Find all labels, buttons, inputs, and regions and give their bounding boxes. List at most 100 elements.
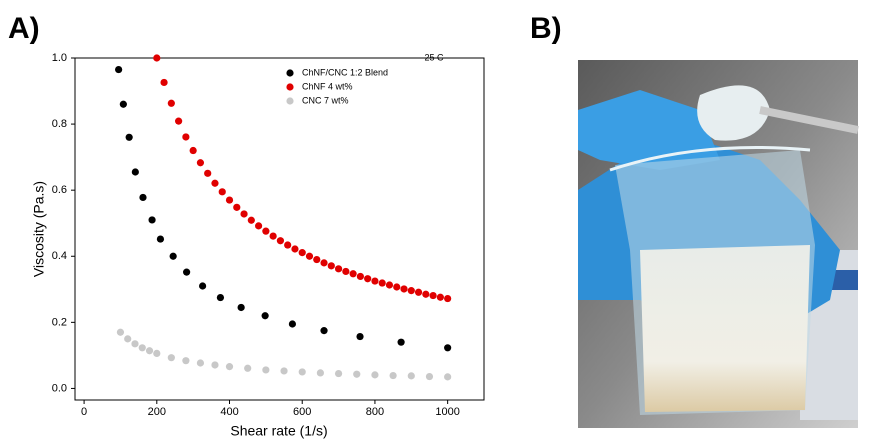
x-tick-label: 400 [220, 406, 238, 418]
data-point [429, 291, 437, 300]
annotation: 25 C [424, 52, 444, 62]
y-tick-label: 0.2 [52, 316, 67, 328]
data-point [199, 282, 207, 290]
data-point [189, 146, 197, 155]
data-point [175, 117, 183, 125]
data-point [291, 245, 299, 253]
data-point [425, 372, 434, 381]
data-point [284, 241, 292, 249]
x-tick-label: 600 [293, 406, 311, 418]
data-point [160, 78, 168, 87]
data-point [298, 368, 306, 376]
data-point [119, 100, 127, 108]
data-point [167, 354, 175, 362]
data-point [349, 270, 357, 278]
data-point [280, 367, 288, 375]
data-point [218, 188, 226, 196]
data-point [216, 293, 225, 302]
x-tick-label: 0 [81, 406, 87, 418]
data-point [244, 364, 252, 372]
data-point [356, 332, 364, 341]
data-point [298, 249, 306, 257]
data-point [254, 222, 263, 230]
data-point [353, 370, 361, 378]
y-tick-label: 0.4 [52, 250, 67, 262]
data-point [261, 312, 269, 320]
data-point [313, 255, 321, 264]
data-point [115, 65, 123, 74]
data-point [385, 281, 394, 289]
data-point [407, 287, 415, 295]
legend-label: CNC 7 wt% [302, 95, 349, 105]
x-tick-label: 1000 [435, 406, 459, 418]
data-point [233, 203, 241, 211]
x-tick-label: 800 [366, 406, 384, 418]
data-point [356, 272, 364, 281]
data-point [183, 268, 191, 276]
legend-marker [286, 69, 294, 77]
data-point [182, 133, 190, 141]
data-point [444, 344, 452, 352]
y-tick-label: 1.0 [52, 52, 67, 64]
data-point [138, 344, 146, 352]
data-point [262, 227, 270, 235]
data-point [320, 259, 328, 267]
data-point [131, 340, 139, 348]
plot-frame [74, 57, 485, 401]
panel-label: A) [8, 12, 40, 45]
data-point [397, 338, 405, 346]
data-point [407, 372, 415, 380]
data-point [139, 193, 147, 202]
data-point [182, 357, 190, 365]
y-tick-label: 0.0 [52, 382, 67, 394]
legend-label: ChNF/CNC 1:2 Blend [302, 67, 388, 77]
data-point [148, 216, 156, 224]
data-point [153, 349, 161, 358]
data-point [444, 373, 452, 381]
data-point [204, 169, 212, 177]
data-point [145, 347, 154, 355]
data-point [196, 359, 205, 367]
data-point [371, 371, 379, 379]
data-point [240, 210, 248, 218]
data-point [276, 237, 285, 245]
data-point [422, 290, 430, 298]
data-point [342, 267, 350, 276]
data-point [131, 168, 139, 176]
data-point [225, 363, 234, 371]
y-tick-label: 0.8 [52, 118, 67, 130]
data-point [334, 265, 343, 273]
data-point [247, 216, 255, 224]
data-point [389, 371, 397, 380]
data-point [237, 303, 245, 312]
data-point [125, 133, 133, 141]
data-point [364, 275, 372, 283]
data-point [371, 277, 379, 285]
data-point [414, 288, 423, 296]
panel-label: B) [530, 12, 562, 45]
x-tick-label: 200 [148, 406, 166, 418]
data-point [196, 159, 205, 167]
photo [578, 60, 859, 428]
data-point [305, 252, 314, 260]
data-point [444, 294, 452, 303]
legend-marker [286, 97, 294, 105]
data-point [124, 335, 132, 343]
data-point [393, 283, 401, 291]
x-axis-title: Shear rate (1/s) [230, 423, 327, 439]
data-point [316, 369, 324, 377]
data-point [116, 328, 125, 336]
data-point [400, 285, 408, 293]
y-tick-label: 0.6 [52, 184, 67, 196]
legend-label: ChNF 4 wt% [302, 81, 353, 91]
data-point [153, 54, 161, 62]
y-axis-title: Viscosity (Pa.s) [31, 181, 47, 277]
data-point [269, 232, 277, 240]
data-point [436, 293, 444, 301]
data-point [378, 279, 386, 287]
legend-marker [286, 83, 294, 91]
data-point [169, 252, 177, 260]
data-point [225, 196, 234, 204]
data-point [320, 327, 328, 335]
